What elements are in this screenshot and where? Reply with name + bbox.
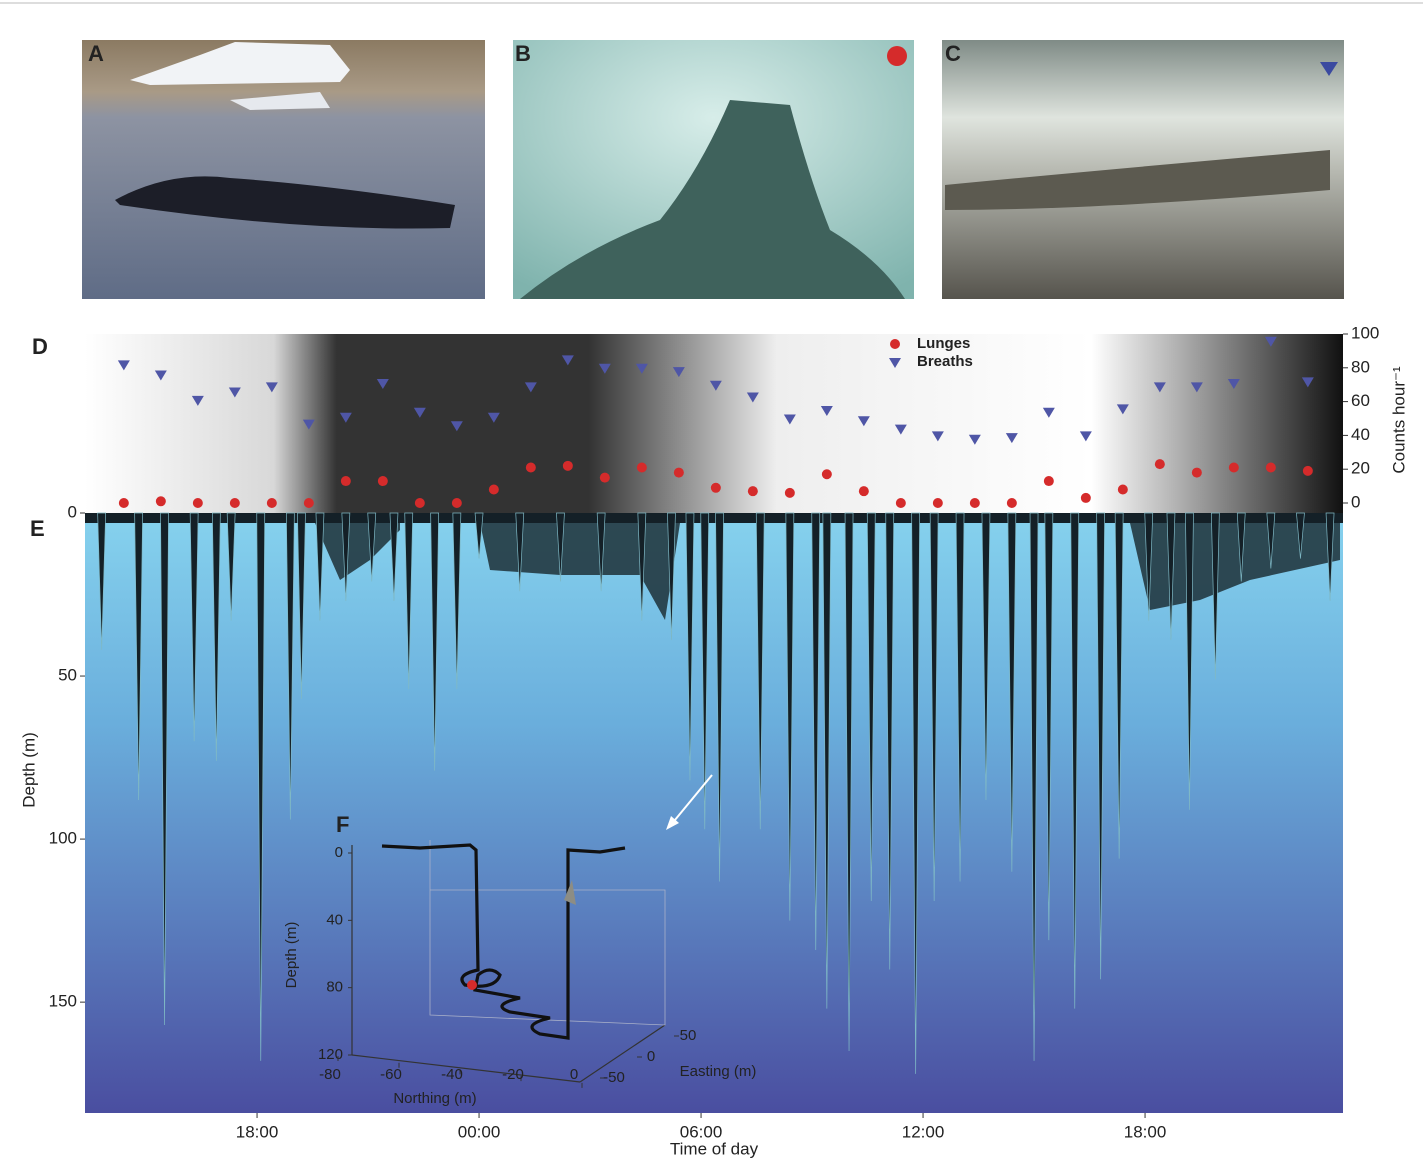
surface-band [85, 513, 1343, 523]
lunge-marker [1155, 459, 1165, 469]
lunge-marker [600, 473, 610, 483]
x-tick-label: 18:00 [236, 1122, 279, 1141]
y2-tick-label: 80 [1351, 357, 1370, 376]
lunge-marker [674, 468, 684, 478]
y-axis-label: Depth (m) [19, 732, 38, 808]
lunge-marker [822, 469, 832, 479]
legend-label: Lunges [917, 335, 970, 352]
y-tick-label: 0 [68, 502, 77, 521]
panel-label: C [945, 41, 961, 66]
y-tick-label: 50 [58, 666, 77, 685]
lunge-marker [1303, 466, 1313, 476]
lunge-marker [748, 486, 758, 496]
y2-tick-label: 60 [1351, 391, 1370, 410]
y2-axis-label: Counts hour⁻¹ [1389, 366, 1408, 474]
y-tick-label: 150 [49, 992, 77, 1011]
lunge-marker [563, 461, 573, 471]
y2-tick-label: 100 [1351, 323, 1379, 342]
inset-x-tick-label: -20 [502, 1066, 524, 1083]
inset-z-tick-label: 0 [647, 1048, 655, 1065]
lunge-marker [415, 498, 425, 508]
lunge-marker [378, 476, 388, 486]
inset-z-label: Easting (m) [680, 1063, 757, 1080]
inset-y-tick-label: 0 [335, 844, 343, 861]
lunge-marker [1081, 493, 1091, 503]
photo-a [82, 40, 485, 299]
x-tick-label: 18:00 [1124, 1122, 1167, 1141]
legend-marker [890, 339, 900, 349]
lunge-marker [452, 498, 462, 508]
lunge-marker [341, 476, 351, 486]
lunge-marker [230, 498, 240, 508]
inset-y-tick-label: 80 [326, 979, 343, 996]
lunge-marker [896, 498, 906, 508]
y2-tick-label: 0 [1351, 492, 1360, 511]
lunge-marker [304, 498, 314, 508]
x-axis-label: Time of day [670, 1139, 759, 1158]
lunge-marker [1118, 484, 1128, 494]
lunge-marker [1044, 476, 1054, 486]
lunge-marker [1007, 498, 1017, 508]
lunge-marker [933, 498, 943, 508]
lunge-marker [489, 484, 499, 494]
lunge-marker [1229, 463, 1239, 473]
legend-label: Breaths [917, 353, 973, 370]
lunge-marker [119, 498, 129, 508]
lunge-marker [526, 463, 536, 473]
photo-c [942, 40, 1344, 299]
inset-x-tick-label: -40 [441, 1066, 463, 1083]
page: A B C D E F Counts hour⁻¹ Depth (m) Time… [0, 0, 1423, 1162]
panel-label: A [88, 41, 104, 66]
lunge-marker [1266, 463, 1276, 473]
panel-label: B [515, 41, 531, 66]
lunge-marker [267, 498, 277, 508]
lunge-marker [970, 498, 980, 508]
lunge-marker [637, 463, 647, 473]
lunge-marker [156, 496, 166, 506]
lunge-marker [711, 483, 721, 493]
inset-x-tick-label: -60 [380, 1066, 402, 1083]
y2-tick-label: 40 [1351, 425, 1370, 444]
x-tick-label: 06:00 [680, 1122, 723, 1141]
figure: A B C D E F Counts hour⁻¹ Depth (m) Time… [0, 0, 1423, 1162]
inset-x-label: Northing (m) [393, 1090, 476, 1107]
x-tick-label: 00:00 [458, 1122, 501, 1141]
lunge-marker [785, 488, 795, 498]
y-tick-label: 100 [49, 829, 77, 848]
inset-x-tick-label: -80 [319, 1066, 341, 1083]
x-tick-label: 12:00 [902, 1122, 945, 1141]
panel-label: F [336, 812, 349, 837]
y2-tick-label: 20 [1351, 459, 1370, 478]
lunge-marker [859, 486, 869, 496]
inset-y-tick-label: 120 [318, 1046, 343, 1063]
panel-label: D [32, 334, 48, 359]
panel-label: E [30, 516, 45, 541]
photo-b [513, 40, 914, 299]
inset-y-label: Depth (m) [283, 922, 300, 989]
inset-z-tick-label: 50 [680, 1027, 697, 1044]
lunge-marker [1192, 468, 1202, 478]
inset-x-tick-label: 0 [570, 1066, 578, 1083]
inset-z-tick-label: -50 [603, 1069, 625, 1086]
inset-y-tick-label: 40 [326, 911, 343, 928]
lunge-marker [193, 498, 203, 508]
